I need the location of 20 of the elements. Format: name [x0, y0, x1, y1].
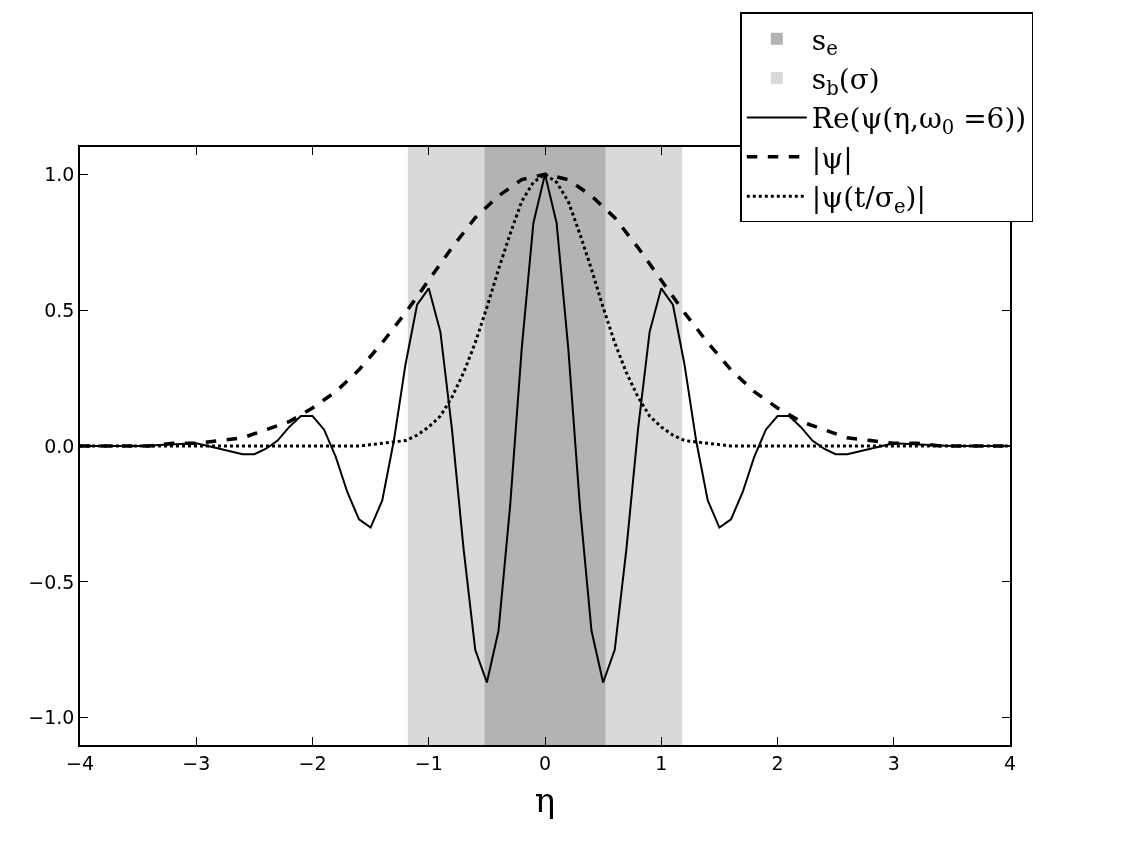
- y-tick-label: −0.5: [28, 570, 75, 593]
- y-tick-label: 0.5: [44, 298, 75, 321]
- x-tick-label: 0: [538, 751, 552, 774]
- legend-label: s$_{e}$: [811, 23, 838, 61]
- legend-label: |ψ(t/σ$_{e}$)|: [811, 181, 926, 219]
- x-tick-label: −4: [65, 751, 95, 774]
- y-tick-label: 0.0: [44, 434, 75, 457]
- x-tick-label: −2: [298, 751, 327, 774]
- y-tick-label: −1.0: [28, 706, 75, 729]
- x-tick-label: −3: [182, 751, 211, 774]
- x-tick-label: −1: [414, 751, 443, 774]
- x-tick-label: 3: [887, 751, 900, 774]
- x-tick-label: 4: [1003, 751, 1017, 774]
- x-tick-label: 1: [655, 751, 668, 774]
- x-axis-title: η: [534, 780, 556, 821]
- y-tick-label: 1.0: [44, 162, 75, 185]
- legend-label: s$_{b}$(σ): [811, 62, 880, 100]
- x-tick-label: 2: [771, 751, 784, 774]
- legend-label: |ψ|: [811, 141, 853, 175]
- legend-label: Re(ψ(η,ω$_{0}$ =6)): [811, 102, 1027, 140]
